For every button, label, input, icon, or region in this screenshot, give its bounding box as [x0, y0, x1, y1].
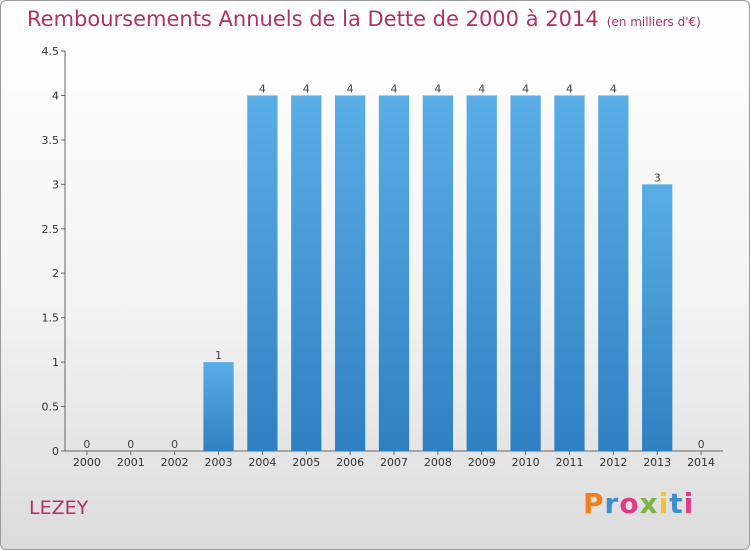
chart-title-text: Remboursements Annuels de la Dette de 20…	[27, 7, 599, 31]
logo-letter: i	[683, 487, 695, 520]
data-label: 4	[610, 82, 617, 95]
bar	[422, 95, 454, 451]
bar	[510, 95, 541, 451]
data-label: 0	[171, 438, 178, 451]
data-label: 0	[698, 438, 705, 451]
data-label: 4	[478, 82, 485, 95]
bar	[642, 184, 673, 452]
logo-letter: x	[639, 487, 659, 520]
data-label: 3	[654, 171, 661, 184]
x-tick-label: 2008	[424, 456, 452, 469]
x-tick-label: 2007	[380, 456, 408, 469]
y-tick-label: 2	[52, 267, 59, 280]
data-label: 4	[566, 82, 573, 95]
x-tick-label: 2006	[336, 456, 364, 469]
x-tick-label: 2013	[643, 456, 671, 469]
logo-letter: i	[658, 487, 670, 520]
data-label: 4	[347, 82, 354, 95]
logo-letter: t	[669, 487, 684, 520]
data-label: 4	[522, 82, 529, 95]
x-tick-label: 2003	[205, 456, 233, 469]
x-tick-label: 2012	[599, 456, 627, 469]
x-tick-label: 2014	[687, 456, 715, 469]
bar	[598, 95, 629, 451]
y-tick-label: 2.5	[42, 223, 60, 236]
chart-unit: (en milliers d'€)	[606, 15, 701, 29]
x-tick-label: 2000	[73, 456, 101, 469]
x-tick-label: 2009	[468, 456, 496, 469]
x-tick-label: 2002	[161, 456, 189, 469]
x-tick-label: 2010	[512, 456, 540, 469]
data-label: 4	[391, 82, 398, 95]
commune-name: LEZEY	[29, 497, 89, 519]
y-tick-label: 4.5	[42, 45, 60, 58]
proxiti-logo[interactable]: Proxiti	[583, 487, 694, 520]
bar	[554, 95, 585, 451]
data-label: 1	[215, 349, 222, 362]
bar	[247, 95, 278, 451]
logo-letter: r	[604, 487, 620, 520]
bar	[203, 362, 234, 451]
y-tick-label: 4	[52, 89, 59, 102]
y-tick-label: 0.5	[42, 401, 60, 414]
bar	[291, 95, 322, 451]
bar	[466, 95, 497, 451]
bar	[378, 95, 410, 451]
chart-title: Remboursements Annuels de la Dette de 20…	[27, 7, 701, 31]
data-label: 4	[434, 82, 441, 95]
y-tick-label: 3	[52, 178, 59, 191]
y-tick-label: 1	[52, 356, 59, 369]
y-tick-label: 0	[52, 445, 59, 458]
x-tick-label: 2001	[117, 456, 145, 469]
x-tick-label: 2004	[248, 456, 276, 469]
data-label: 4	[259, 82, 266, 95]
x-tick-label: 2005	[292, 456, 320, 469]
x-tick-label: 2011	[555, 456, 583, 469]
bar	[334, 95, 366, 451]
logo-letter: P	[583, 487, 605, 520]
logo-letter: o	[619, 487, 640, 520]
data-label: 0	[83, 438, 90, 451]
y-tick-label: 3.5	[42, 134, 60, 147]
data-label: 4	[303, 82, 310, 95]
data-label: 0	[127, 438, 134, 451]
y-tick-label: 1.5	[42, 312, 60, 325]
